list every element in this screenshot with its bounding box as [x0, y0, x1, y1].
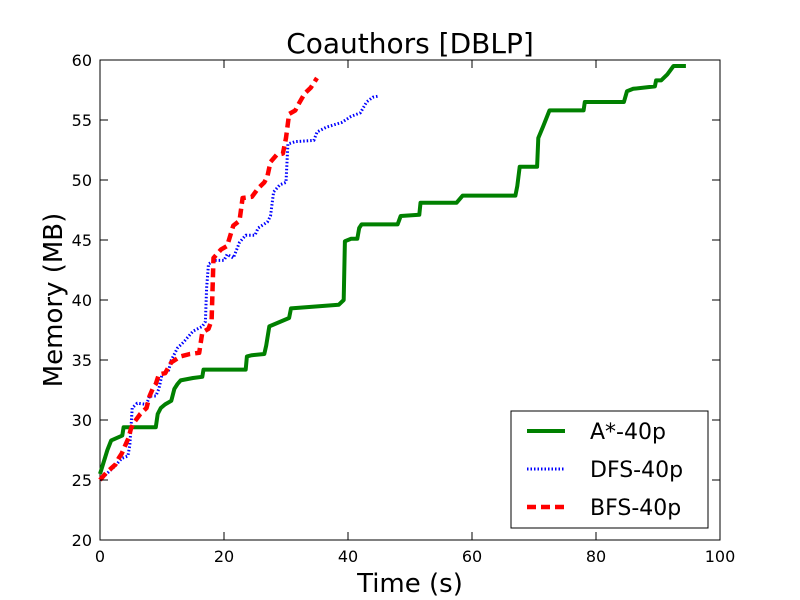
series-line-a-40p	[98, 64, 686, 475]
legend-items: A*-40p DFS-40p BFS-40p	[527, 420, 683, 521]
x-tick-label: 100	[705, 547, 736, 566]
series-line-dfs-40p	[98, 94, 380, 482]
y-axis-label: Memory (MB)	[39, 213, 69, 388]
y-tick-label: 30	[72, 411, 92, 430]
y-tick-label: 60	[72, 51, 92, 70]
x-axis-label: Time (s)	[356, 569, 463, 599]
y-tick-label: 55	[72, 111, 92, 130]
y-tick-label: 20	[72, 531, 92, 550]
y-tick-label: 35	[72, 351, 92, 370]
y-tick-label: 25	[72, 471, 92, 490]
y-tick-label: 45	[72, 231, 92, 250]
chart-title: Coauthors [DBLP]	[286, 27, 534, 60]
legend-label: A*-40p	[590, 420, 666, 445]
series-layer	[98, 64, 686, 482]
legend-label: BFS-40p	[590, 496, 681, 521]
legend: A*-40p DFS-40p BFS-40p	[510, 410, 709, 529]
y-tick-label: 40	[72, 291, 92, 310]
x-tick-label: 80	[586, 547, 606, 566]
x-tick-label: 20	[214, 547, 234, 566]
x-tick-label: 60	[462, 547, 482, 566]
x-tick-label: 0	[95, 547, 105, 566]
x-tick-label: 40	[338, 547, 358, 566]
legend-label: DFS-40p	[590, 458, 683, 483]
series-line-bfs-40p	[98, 76, 319, 482]
y-tick-label: 50	[72, 171, 92, 190]
